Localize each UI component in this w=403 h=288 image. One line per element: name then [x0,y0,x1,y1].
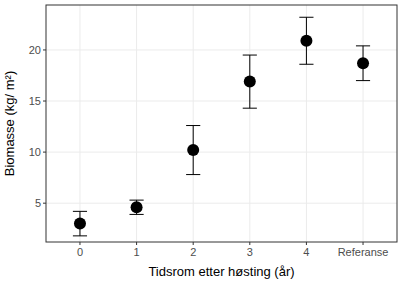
error-bar [130,200,144,214]
x-tick [306,242,307,245]
data-point [187,144,199,156]
error-cap-lower [243,108,257,109]
x-tick [79,242,80,245]
x-grid-line [79,5,80,242]
y-tick-label: 10 [29,146,41,158]
error-cap-lower [73,235,87,236]
x-grid-line [363,5,364,242]
y-tick [43,152,46,153]
error-cap-upper [356,45,370,46]
error-bar [186,126,200,175]
data-point [357,57,369,69]
x-axis-title: Tidsrom etter høsting (år) [148,264,294,279]
x-tick-label: 0 [77,246,83,258]
y-tick [43,49,46,50]
x-tick-label: 1 [134,246,140,258]
y-grid-line [46,203,397,204]
x-grid-line [193,5,194,242]
data-point [244,76,256,88]
x-grid-line [249,5,250,242]
y-axis: 5 10 15 20 [29,44,46,209]
data-point [74,218,86,230]
error-cap-upper [299,17,313,18]
x-tick-label: Referanse [338,246,389,258]
error-bar [73,211,87,236]
y-grid-line [46,101,397,102]
x-tick [363,242,364,245]
error-cap-upper [186,125,200,126]
chart-svg: 5 10 15 20 0 1 2 3 4 Referanse Tidsrom etter høsti… [0,0,403,288]
x-tick-label: 4 [303,246,309,258]
data-marks [73,17,370,236]
error-bar [299,17,313,64]
error-cap-lower [299,64,313,65]
data-point [300,35,312,47]
grid [46,5,397,242]
error-cap-upper [73,211,87,212]
y-tick [43,203,46,204]
y-tick-label: 15 [29,95,41,107]
y-tick-label: 20 [29,44,41,56]
plot-background [46,5,397,242]
y-axis-title: Biomasse (kg/ m²) [2,71,17,176]
panel-border [46,5,397,242]
x-axis: 0 1 2 3 4 Referanse [77,242,389,258]
error-cap-upper [243,55,257,56]
error-cap-lower [356,80,370,81]
error-cap-lower [130,214,144,215]
x-tick [136,242,137,245]
x-tick-label: 3 [247,246,253,258]
data-point [131,201,143,213]
x-tick [249,242,250,245]
error-cap-upper [130,200,144,201]
chart-root: 5 10 15 20 0 1 2 3 4 Referanse Tidsrom etter høsti… [0,0,403,288]
error-bar [356,46,370,81]
y-grid-line [46,49,397,50]
x-tick-label: 2 [190,246,196,258]
error-cap-lower [186,174,200,175]
y-tick-label: 5 [35,197,41,209]
y-grid-line [46,152,397,153]
error-bar [243,55,257,108]
x-tick [193,242,194,245]
y-tick [43,101,46,102]
